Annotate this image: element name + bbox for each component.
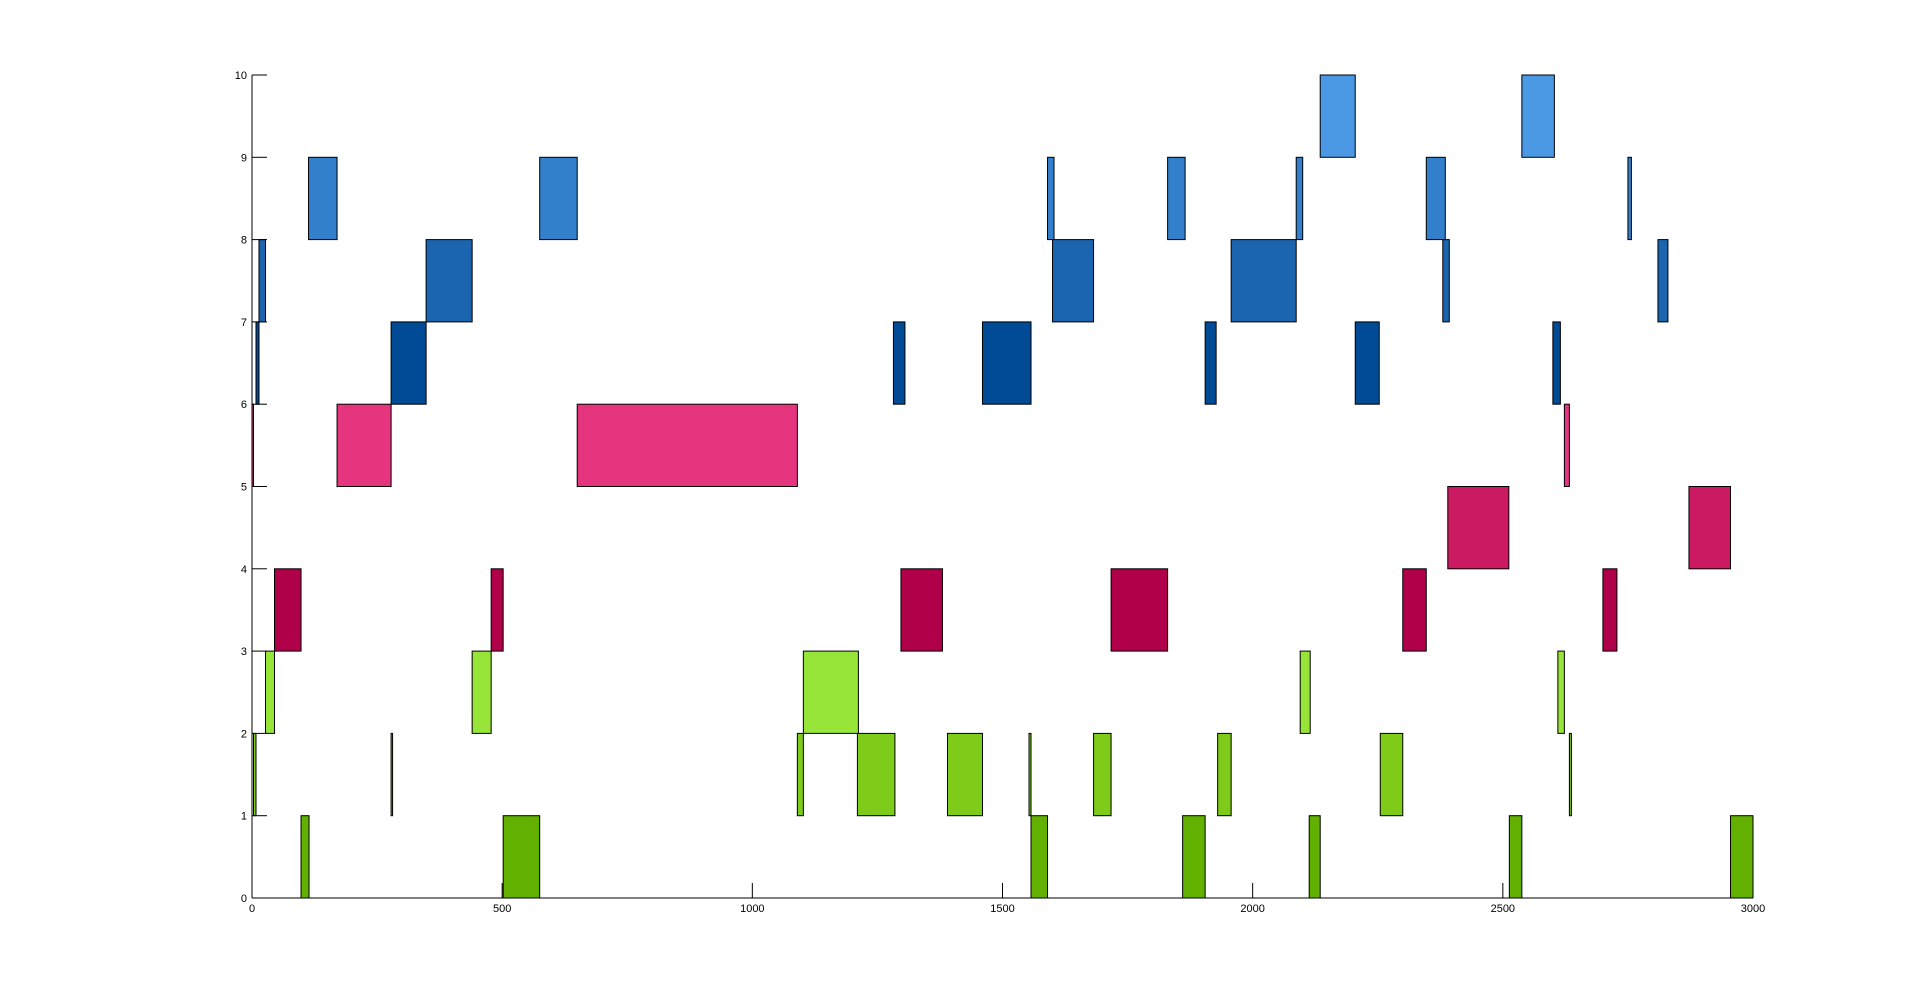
y-tick-label-5: 5: [241, 482, 247, 494]
bar-row-3-4: [1402, 568, 1427, 652]
bar-row-5-3: [1563, 403, 1570, 488]
x-tick-label-2500: 2500: [1491, 903, 1515, 915]
bar-row-3-0: [274, 568, 302, 652]
x-tick-label-3000: 3000: [1741, 903, 1765, 915]
axes-layer: 0 500 1000 1500 2000 2500 3000 0 1 2 3 4 5 6 7 8 9 10: [235, 70, 1765, 915]
bar-row-1-5: [1028, 732, 1032, 817]
bar-row-8-4: [1295, 156, 1304, 241]
bar-row-5-2: [576, 403, 798, 488]
bar-row-0-0: [300, 815, 310, 899]
y-tick-label-10: 10: [235, 70, 247, 82]
bar-row-7-3: [1230, 239, 1297, 323]
bar-row-8-3: [1167, 156, 1186, 241]
y-tick-label-2: 2: [241, 728, 247, 740]
bar-row-6-5: [1354, 321, 1380, 405]
bar-row-0-4: [1308, 815, 1321, 899]
bar-row-8-6: [1627, 156, 1632, 241]
y-tick-label-3: 3: [241, 646, 247, 658]
bar-row-7-0: [258, 239, 267, 323]
bar-row-4-0: [1447, 486, 1510, 570]
y-tick-label-7: 7: [241, 317, 247, 329]
x-tick-label-1500: 1500: [990, 903, 1014, 915]
bar-row-8-2: [1047, 156, 1055, 241]
y-tick-label-9: 9: [241, 152, 247, 164]
y-tick-label-4: 4: [241, 564, 247, 576]
bar-row-6-0: [255, 321, 260, 405]
bar-row-8-5: [1425, 156, 1446, 241]
bar-row-9-1: [1521, 74, 1555, 158]
bar-row-0-6: [1729, 815, 1754, 899]
bar-row-1-1: [390, 732, 394, 817]
bar-row-3-1: [490, 568, 504, 652]
y-tick-label-1: 1: [241, 811, 247, 823]
bar-row-5-1: [336, 403, 392, 488]
bar-row-6-1: [390, 321, 427, 405]
bar-row-0-5: [1508, 815, 1523, 899]
bar-row-3-3: [1110, 568, 1169, 652]
bar-row-1-4: [946, 732, 983, 817]
bar-row-7-5: [1657, 239, 1669, 323]
bar-row-1-9: [1568, 732, 1572, 817]
y-tick-label-6: 6: [241, 399, 247, 411]
x-tick-label-1000: 1000: [740, 903, 764, 915]
bar-row-6-4: [1204, 321, 1217, 405]
bar-row-2-3: [1299, 650, 1311, 734]
bar-row-6-6: [1552, 321, 1561, 405]
bar-row-7-4: [1442, 239, 1450, 323]
bar-row-2-2: [802, 650, 859, 734]
bar-row-2-0: [265, 650, 276, 734]
x-tick-label-0: 0: [249, 903, 255, 915]
bar-row-6-3: [981, 321, 1032, 405]
bar-row-6-2: [892, 321, 906, 405]
bar-row-1-2: [796, 732, 804, 817]
bar-row-1-8: [1379, 732, 1404, 817]
bar-row-2-1: [471, 650, 492, 734]
y-tick-label-0: 0: [241, 893, 247, 905]
bar-row-1-6: [1093, 732, 1112, 817]
bar-row-1-7: [1217, 732, 1232, 817]
bar-row-7-1: [425, 239, 473, 323]
bars-layer: [251, 74, 1754, 899]
bar-row-8-1: [539, 156, 578, 241]
y-tick-label-8: 8: [241, 235, 247, 247]
bar-row-1-0: [253, 732, 257, 817]
bar-row-9-0: [1319, 74, 1356, 158]
bar-row-1-3: [856, 732, 896, 817]
x-tick-label-2000: 2000: [1240, 903, 1264, 915]
bar-row-4-1: [1688, 486, 1731, 570]
bar-row-0-1: [502, 815, 541, 899]
bar-row-2-4: [1557, 650, 1565, 734]
x-tick-label-500: 500: [493, 903, 511, 915]
bar-row-3-2: [900, 568, 943, 652]
bar-row-3-5: [1602, 568, 1618, 652]
bar-row-0-2: [1030, 815, 1049, 899]
bar-row-0-3: [1182, 815, 1206, 899]
bar-row-7-2: [1052, 239, 1095, 323]
bar-row-8-0: [308, 156, 338, 241]
